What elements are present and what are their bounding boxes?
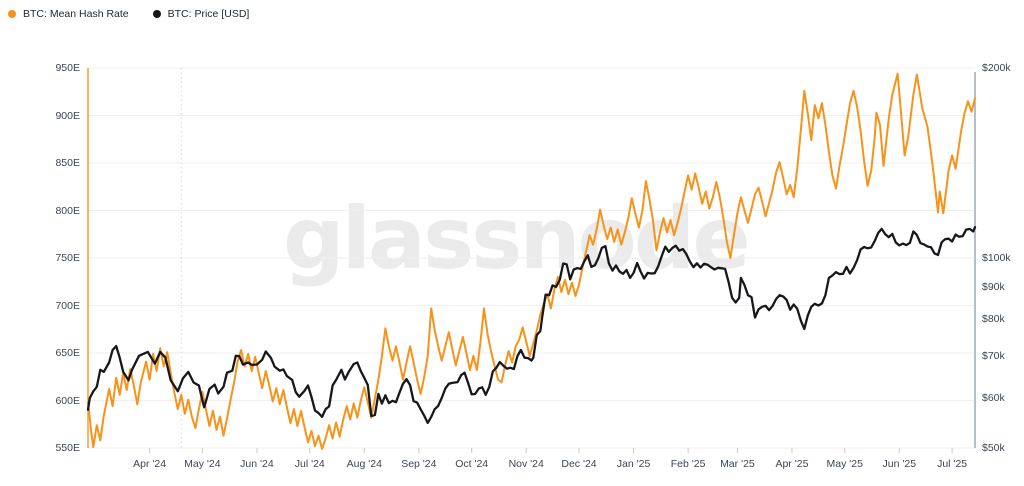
legend-item-hash-rate[interactable]: BTC: Mean Hash Rate — [8, 8, 129, 20]
month-label-May '24: May '24 — [184, 458, 221, 470]
hash-axis-tick-700E: 700E — [55, 299, 80, 312]
price-axis-tick-$80k: $80k — [982, 313, 1005, 326]
month-label-Jan '25: Jan '25 — [616, 458, 651, 470]
price-axis-tick-$100k: $100k — [982, 252, 1011, 264]
price-axis-tick-$70k: $70k — [982, 349, 1005, 362]
legend-item-price[interactable]: BTC: Price [USD] — [152, 8, 250, 20]
legend: BTC: Mean Hash Rate BTC: Price [USD] — [8, 8, 249, 20]
price-axis-tick-$200k: $200k — [982, 62, 1011, 74]
hash-axis-tick-650E: 650E — [55, 347, 80, 359]
hash-axis-tick-750E: 750E — [55, 252, 80, 264]
price-axis-tick-$50k: $50k — [982, 442, 1005, 454]
month-label-Feb '25: Feb '25 — [670, 458, 706, 470]
month-label-Mar '25: Mar '25 — [720, 458, 755, 470]
series-line-price[interactable] — [86, 226, 977, 425]
month-label-Dec '24: Dec '24 — [561, 458, 597, 470]
month-label-Aug '24: Aug '24 — [346, 458, 382, 470]
legend-label-price: BTC: Price [USD] — [167, 8, 250, 20]
hash-axis-tick-800E: 800E — [55, 204, 80, 217]
series-line-hash-rate[interactable] — [87, 72, 976, 450]
price-axis-tick-$90k: $90k — [982, 280, 1005, 293]
legend-label-hash-rate: BTC: Mean Hash Rate — [23, 8, 129, 20]
month-label-May '25: May '25 — [826, 458, 863, 470]
hash-axis-tick-950E: 950E — [55, 62, 80, 74]
month-label-Jul '25: Jul '25 — [937, 458, 968, 470]
month-label-Apr '25: Apr '25 — [775, 458, 809, 470]
hash-rate-series-dot-icon — [8, 10, 16, 18]
month-label-Nov '24: Nov '24 — [508, 458, 544, 470]
price-axis-tick-$60k: $60k — [982, 392, 1005, 405]
price-series-dot-icon — [152, 10, 161, 18]
hash-axis-tick-900E: 900E — [55, 109, 80, 122]
hash-axis-tick-850E: 850E — [55, 157, 80, 169]
month-label-Sep '24: Sep '24 — [401, 458, 437, 470]
month-label-Jul '24: Jul '24 — [294, 458, 325, 470]
month-label-Jun '24: Jun '24 — [240, 458, 274, 470]
month-label-Apr '24: Apr '24 — [133, 458, 167, 470]
month-label-Oct '24: Oct '24 — [455, 458, 489, 470]
hash-axis-tick-600E: 600E — [55, 394, 80, 407]
hash-axis-tick-550E: 550E — [55, 442, 80, 454]
month-label-Jun '25: Jun '25 — [882, 458, 917, 470]
